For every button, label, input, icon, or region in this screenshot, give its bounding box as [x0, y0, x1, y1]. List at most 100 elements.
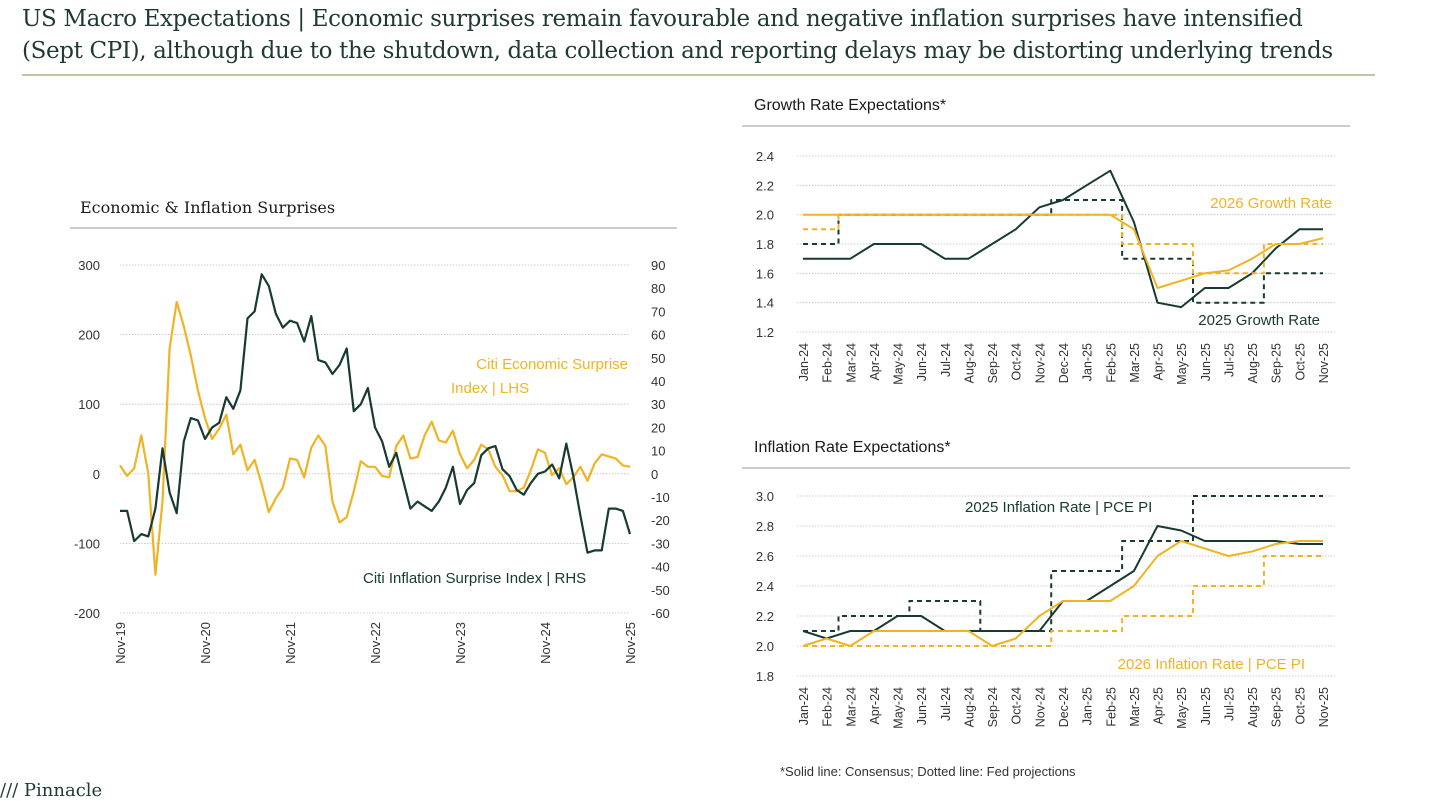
- inflation-x-tick-label: Jan-24: [797, 687, 811, 725]
- growth-x-tick-label: Oct-25: [1293, 343, 1307, 381]
- growth-title: Growth Rate Expectations*: [754, 97, 946, 114]
- growth-x-tick-label: Aug-25: [1246, 343, 1260, 383]
- inflation-y-tick-label: 2.6: [756, 549, 774, 564]
- chart1-right-tick-label: -50: [651, 583, 670, 598]
- growth-x-tick-label: Oct-24: [1010, 343, 1024, 381]
- chart1-right-tick-label: 90: [651, 258, 665, 273]
- growth-x-tick-label: Jul-25: [1222, 343, 1236, 377]
- chart1-right-tick-label: 50: [651, 351, 665, 366]
- economic-surprise-label-line1: Citi Economic Surprise: [476, 356, 628, 373]
- inflation-x-tick-label: Oct-24: [1010, 687, 1024, 725]
- growth-x-tick-label: Nov-24: [1033, 343, 1047, 383]
- inflation-x-tick-label: May-24: [892, 687, 906, 729]
- page-title-line-2: (Sept CPI), although due to the shutdown…: [22, 38, 1333, 64]
- inflation-y-tick-label: 2.4: [756, 579, 774, 594]
- chart1-right-tick-label: -60: [651, 606, 670, 621]
- inflation-x-tick-label: Jul-25: [1222, 687, 1236, 721]
- growth-x-tick-label: Jun-25: [1199, 343, 1213, 381]
- inflation-x-tick-label: Jul-24: [939, 687, 953, 721]
- growth-x-tick-label: Feb-25: [1104, 343, 1118, 383]
- inflation-x-tick-label: Nov-24: [1033, 687, 1047, 727]
- chart1-right-tick-label: 40: [651, 374, 665, 389]
- inflation-x-tick-label: Jun-24: [915, 687, 929, 725]
- growth-y-tick-label: 1.6: [756, 266, 774, 281]
- growth-x-tick-label: May-25: [1175, 343, 1189, 385]
- growth-2026-growth-rate-fed-line: [803, 213, 1323, 275]
- chart1-right-tick-label: -30: [651, 536, 670, 551]
- inflation-x-tick-label: Aug-25: [1246, 687, 1260, 727]
- growth-y-tick-label: 2.2: [756, 178, 774, 193]
- growth-x-tick-label: Jan-25: [1081, 343, 1095, 381]
- economic-surprise-label-line2: Index | LHS: [451, 380, 529, 397]
- growth-x-tick-label: Mar-24: [844, 343, 858, 383]
- inflation-2025-label: 2025 Inflation Rate | PCE PI: [965, 499, 1152, 516]
- inflation-x-tick-label: Jun-25: [1199, 687, 1213, 725]
- inflation-surprise-label: Citi Inflation Surprise Index | RHS: [363, 570, 586, 587]
- chart1-right-tick-label: 30: [651, 397, 665, 412]
- inflation-2025-inflation-rate-fed-line: [803, 495, 1323, 632]
- inflation-y-tick-label: 3.0: [756, 489, 774, 504]
- growth-2026-label: 2026 Growth Rate: [1210, 195, 1332, 212]
- growth-x-tick-label: Nov-25: [1317, 343, 1331, 383]
- chart1-right-tick-label: -20: [651, 513, 670, 528]
- chart1-x-tick-label: Nov-22: [368, 622, 383, 664]
- inflation-x-tick-label: Aug-24: [962, 687, 976, 727]
- chart1-title: Economic & Inflation Surprises: [80, 198, 335, 217]
- growth-x-tick-label: Apr-24: [868, 343, 882, 381]
- inflation-x-tick-label: Mar-24: [844, 687, 858, 727]
- inflation-x-tick-label: May-25: [1175, 687, 1189, 729]
- inflation-surprise-line: [120, 273, 632, 554]
- chart1-left-tick-label: 0: [93, 467, 100, 482]
- growth-y-tick-label: 1.4: [756, 296, 774, 311]
- chart1-x-tick-label: Nov-20: [198, 622, 213, 664]
- chart1-left-tick-label: 300: [78, 258, 100, 273]
- chart1-right-tick-label: 0: [651, 467, 658, 482]
- chart1-right-tick-label: -10: [651, 490, 670, 505]
- chart1-right-tick-label: 20: [651, 420, 665, 435]
- growth-x-tick-label: Jan-24: [797, 343, 811, 381]
- inflation-x-tick-label: Feb-24: [821, 687, 835, 727]
- chart1-left-tick-label: -200: [74, 606, 100, 621]
- growth-2025-label: 2025 Growth Rate: [1198, 312, 1320, 329]
- inflation-x-tick-label: Jan-25: [1081, 687, 1095, 725]
- growth-2025-growth-rate-consensus-line: [803, 169, 1323, 309]
- chart1-x-tick-label: Nov-25: [623, 622, 638, 664]
- growth-x-tick-label: Sep-24: [986, 343, 1000, 383]
- inflation-x-tick-label: Dec-24: [1057, 687, 1071, 727]
- economic-surprise-line: [119, 300, 631, 576]
- inflation-title: Inflation Rate Expectations*: [754, 439, 951, 456]
- page-title-line-1: US Macro Expectations | Economic surpris…: [22, 6, 1303, 32]
- inflation-x-tick-label: Sep-24: [986, 687, 1000, 727]
- chart1-right-tick-label: 70: [651, 304, 665, 319]
- growth-x-tick-label: Apr-25: [1152, 343, 1166, 381]
- inflation-2025-inflation-rate-consensus-line: [802, 525, 1323, 640]
- inflation-y-tick-label: 1.8: [756, 669, 774, 684]
- chart1-x-tick-label: Nov-23: [453, 622, 468, 664]
- chart1-right-tick-label: 80: [651, 281, 665, 296]
- chart1-x-tick-label: Nov-19: [113, 622, 128, 664]
- growth-y-tick-label: 1.8: [756, 237, 774, 252]
- chart1-left-tick-label: -100: [74, 536, 100, 551]
- footnote: *Solid line: Consensus; Dotted line: Fed…: [780, 764, 1076, 779]
- growth-y-tick-label: 2.0: [756, 208, 774, 223]
- inflation-x-tick-label: Apr-25: [1152, 687, 1166, 725]
- inflation-x-tick-label: Oct-25: [1293, 687, 1307, 725]
- growth-x-tick-label: Sep-25: [1270, 343, 1284, 383]
- chart1-right-tick-label: 60: [651, 328, 665, 343]
- chart1-left-tick-label: 100: [78, 397, 100, 412]
- growth-x-tick-label: Feb-24: [821, 343, 835, 383]
- chart1-right-tick-label: 10: [651, 444, 665, 459]
- inflation-y-tick-label: 2.0: [756, 639, 774, 654]
- growth-x-tick-label: Mar-25: [1128, 343, 1142, 383]
- inflation-2026-label: 2026 Inflation Rate | PCE PI: [1118, 656, 1305, 673]
- inflation-x-tick-label: Nov-25: [1317, 687, 1331, 727]
- inflation-x-tick-label: Sep-25: [1270, 687, 1284, 727]
- chart1-right-tick-label: -40: [651, 560, 670, 575]
- growth-x-tick-label: Jul-24: [939, 343, 953, 377]
- inflation-2026-inflation-rate-fed-line: [803, 555, 1323, 647]
- chart1-x-tick-label: Nov-21: [283, 622, 298, 664]
- growth-x-tick-label: Aug-24: [962, 343, 976, 383]
- inflation-y-tick-label: 2.2: [756, 609, 774, 624]
- inflation-2026-inflation-rate-consensus-line: [802, 540, 1323, 647]
